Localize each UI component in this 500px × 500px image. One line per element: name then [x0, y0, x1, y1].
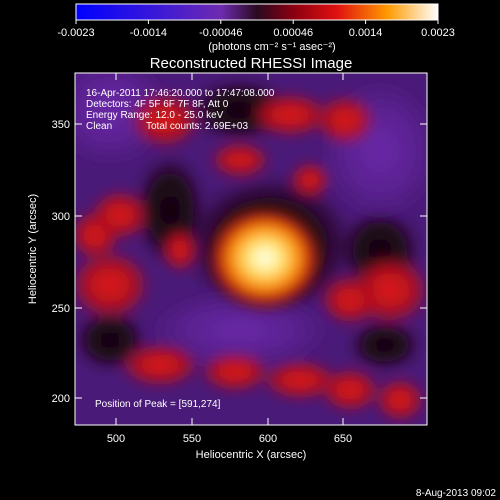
total-counts-text: Total counts: 2.69E+03 [146, 121, 248, 132]
colorbar [75, 3, 439, 21]
footer-timestamp: 8-Aug-2013 09:02 [416, 488, 497, 499]
plot-frame [74, 72, 428, 426]
time-range-text: 16-Apr-2011 17:46:20.000 to 17:47:08.000 [86, 88, 275, 99]
y-tick-label: 350 [52, 119, 70, 131]
colorbar-unit-label: (photons cm⁻² s⁻¹ asec⁻²) [208, 41, 335, 53]
colorbar-tick-label: 0.0023 [421, 27, 455, 39]
x-axis-tick-labels: 500 550 600 650 [107, 433, 352, 445]
y-axis-ticks [75, 123, 427, 399]
colorbar-ticks [75, 20, 439, 24]
colorbar-tick-label: -0.00046 [199, 27, 242, 39]
x-tick-label: 500 [107, 433, 125, 445]
y-tick-label: 300 [52, 211, 70, 223]
colorbar-tick-label: -0.0023 [57, 27, 94, 39]
rhessi-image [75, 73, 427, 425]
x-axis-ticks [115, 73, 344, 425]
peak-position-text: Position of Peak = [591,274] [95, 399, 221, 410]
x-tick-label: 600 [259, 433, 277, 445]
plot-title: Reconstructed RHESSI Image [150, 55, 353, 72]
y-tick-label: 250 [52, 303, 70, 315]
colorbar-tick-label: -0.0014 [130, 27, 167, 39]
y-axis-tick-labels: 200 250 300 350 [52, 119, 70, 405]
colorbar-tick-label: 0.0014 [349, 27, 383, 39]
colorbar-tick-labels: -0.0023 -0.0014 -0.00046 0.00046 0.0014 … [57, 27, 454, 39]
colorbar-tick-label: 0.00046 [273, 27, 313, 39]
y-axis-label: Heliocentric Y (arcsec) [27, 194, 39, 304]
algorithm-text: Clean [86, 121, 112, 132]
x-tick-label: 650 [334, 433, 352, 445]
peak-source [207, 206, 323, 310]
detectors-text: Detectors: 4F 5F 6F 7F 8F, Att 0 [86, 99, 229, 110]
energy-range-text: Energy Range: 12.0 - 25.0 keV [86, 110, 224, 121]
x-axis-label: Heliocentric X (arcsec) [196, 449, 307, 461]
x-tick-label: 550 [183, 433, 201, 445]
y-tick-label: 200 [52, 393, 70, 405]
